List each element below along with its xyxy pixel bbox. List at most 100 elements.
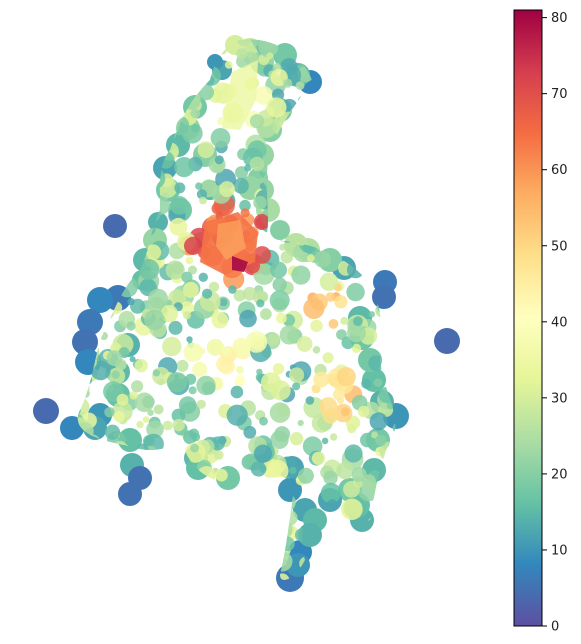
map-cell bbox=[369, 156, 386, 173]
map-cell bbox=[253, 214, 270, 230]
map-cell bbox=[169, 217, 188, 236]
map-cell bbox=[79, 382, 88, 392]
map-cell bbox=[344, 584, 357, 597]
map-cell bbox=[108, 81, 126, 99]
map-cell bbox=[265, 529, 277, 540]
map-cell bbox=[182, 578, 205, 581]
map-cell bbox=[169, 115, 190, 136]
map-cell bbox=[318, 120, 333, 135]
map-cell bbox=[77, 39, 98, 47]
map-cell bbox=[323, 39, 332, 45]
map-cell bbox=[148, 450, 166, 468]
map-cell bbox=[306, 39, 320, 42]
map-cell bbox=[186, 336, 193, 343]
map-cell bbox=[391, 255, 396, 268]
map-cell bbox=[373, 138, 381, 147]
map-cell bbox=[162, 420, 173, 431]
map-cell bbox=[132, 223, 143, 233]
map-cell bbox=[314, 153, 325, 164]
map-cell bbox=[340, 41, 354, 56]
map-cell bbox=[352, 47, 362, 57]
map-cell bbox=[77, 127, 87, 150]
map-cell bbox=[383, 224, 396, 238]
map-cell bbox=[266, 52, 274, 60]
map-cell bbox=[328, 222, 342, 236]
map-cell bbox=[83, 515, 91, 524]
map-cell bbox=[296, 195, 305, 205]
map-cell bbox=[78, 483, 93, 499]
map-cell bbox=[231, 515, 251, 535]
map-cell bbox=[399, 431, 408, 440]
map-cell bbox=[382, 230, 396, 250]
map-cell bbox=[190, 108, 201, 119]
map-cell bbox=[113, 542, 122, 551]
map-cell bbox=[365, 95, 377, 107]
map-cell bbox=[80, 176, 87, 184]
map-cell bbox=[243, 425, 257, 439]
map-cell bbox=[172, 560, 183, 572]
map-cell bbox=[366, 250, 373, 257]
map-cell bbox=[364, 536, 372, 543]
map-cell bbox=[326, 578, 342, 581]
map-cell bbox=[82, 375, 93, 385]
map-cell bbox=[369, 554, 388, 573]
map-cell bbox=[290, 221, 300, 231]
map-cell bbox=[310, 319, 323, 333]
map-cell bbox=[249, 566, 259, 576]
map-cell bbox=[77, 122, 89, 134]
map-cell bbox=[390, 245, 396, 261]
map-cell bbox=[299, 144, 310, 155]
map-cell bbox=[296, 96, 318, 119]
map-cell bbox=[146, 127, 156, 137]
map-cell bbox=[185, 373, 197, 385]
map-cell bbox=[342, 242, 357, 257]
map-cell bbox=[123, 39, 137, 47]
map-cell bbox=[92, 559, 99, 567]
map-cell bbox=[203, 539, 225, 561]
map-cell bbox=[110, 522, 122, 534]
map-cell bbox=[186, 39, 204, 52]
map-cell bbox=[91, 566, 108, 581]
map-cell bbox=[324, 39, 346, 54]
map-cell bbox=[139, 197, 152, 210]
map-cell bbox=[204, 562, 226, 581]
map-cell bbox=[386, 51, 396, 71]
map-cell bbox=[375, 113, 396, 136]
map-cell bbox=[181, 572, 190, 580]
map-cell bbox=[343, 481, 360, 498]
map-cell bbox=[129, 219, 140, 230]
map-cell bbox=[295, 81, 305, 90]
map-cell bbox=[280, 146, 289, 155]
map-cell bbox=[273, 550, 281, 559]
map-cell bbox=[367, 209, 378, 219]
map-cell bbox=[106, 170, 122, 186]
map-cell bbox=[340, 316, 349, 325]
map-cell bbox=[279, 243, 287, 251]
map-cell bbox=[148, 486, 162, 500]
map-cell bbox=[320, 482, 342, 504]
map-cell bbox=[146, 420, 164, 439]
map-cell bbox=[198, 272, 208, 282]
map-cell bbox=[399, 475, 417, 493]
map-cell bbox=[183, 430, 197, 445]
map-cell bbox=[322, 352, 334, 364]
map-cell bbox=[88, 156, 103, 172]
map-cell bbox=[93, 93, 108, 109]
map-cell bbox=[200, 534, 217, 552]
map-cell bbox=[329, 433, 338, 441]
map-cell bbox=[129, 356, 136, 363]
map-cell bbox=[202, 504, 224, 526]
map-cell bbox=[188, 386, 197, 395]
map-cell bbox=[298, 168, 318, 188]
map-cell bbox=[320, 542, 331, 553]
map-cell bbox=[128, 508, 144, 524]
map-cell bbox=[301, 216, 320, 235]
map-cell bbox=[313, 97, 321, 106]
map-cell bbox=[266, 97, 287, 118]
map-cell bbox=[236, 48, 248, 60]
map-cell bbox=[193, 512, 213, 532]
map-cell bbox=[174, 73, 191, 90]
map-cell bbox=[152, 531, 167, 546]
map-cell bbox=[347, 96, 360, 108]
map-cell bbox=[392, 440, 396, 450]
